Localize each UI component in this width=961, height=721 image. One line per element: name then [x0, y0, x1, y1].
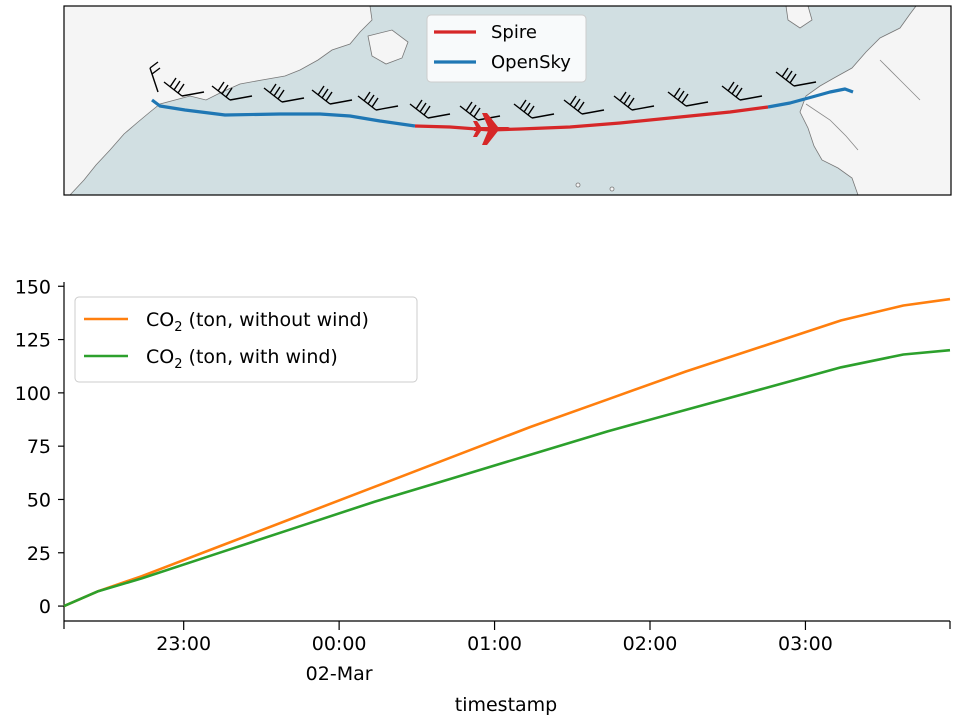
wind-barbs: [149, 61, 817, 121]
series-line-with-wind: [63, 348, 951, 608]
y-tick-label: 150: [15, 276, 51, 298]
x-tick-label: 02:00: [623, 633, 678, 655]
series-lines: [63, 297, 951, 608]
legend-label-spire: Spire: [491, 22, 537, 43]
x-tick-label: 00:00: [312, 633, 367, 655]
newfoundland-land: [367, 29, 409, 65]
y-tick-label: 75: [27, 436, 51, 458]
opensky-track-west: [151, 98, 416, 128]
legend-label-with-wind: CO2 (ton, with wind): [146, 346, 338, 372]
legend-label-without-wind: CO2 (ton, without wind): [146, 309, 369, 335]
series-line-without-wind: [63, 297, 951, 608]
spire-track: [414, 105, 769, 132]
map-panel: Spire OpenSky: [63, 5, 952, 196]
europe-land: [799, 6, 951, 195]
x-axis: 23:00 00:00 02-Mar 01:00 02:00 03:00: [63, 620, 951, 685]
wind-barb-icon: [149, 61, 161, 93]
y-axis: 0 25 50 75 100 125 150: [15, 276, 65, 621]
azores-island-2: [609, 186, 615, 192]
map-frame: [63, 5, 952, 196]
airplane-icon: [473, 113, 511, 145]
north-america-land: [64, 6, 373, 195]
opensky-track-east: [767, 87, 854, 109]
chart-legend-box: [74, 296, 418, 383]
x-tick-label: 03:00: [778, 633, 833, 655]
y-tick-label: 100: [15, 383, 51, 405]
co2-chart: 0 25 50 75 100 125 150 23:00 00:00 02-Mar 01:00 02…: [15, 276, 951, 716]
y-tick-label: 0: [39, 596, 51, 618]
y-tick-label: 125: [15, 330, 51, 352]
y-tick-label: 50: [27, 489, 51, 511]
y-tick-label: 25: [27, 543, 51, 565]
x-tick-sublabel: 02-Mar: [306, 663, 373, 685]
x-axis-label: timestamp: [455, 694, 558, 716]
x-tick-label: 01:00: [467, 633, 522, 655]
legend-label-opensky: OpenSky: [491, 52, 571, 73]
azores-island: [575, 182, 581, 188]
britain-land: [785, 6, 813, 29]
chart-legend: CO2 (ton, without wind) CO2 (ton, with w…: [74, 296, 418, 383]
x-tick-label: 23:00: [156, 633, 211, 655]
map-legend: Spire OpenSky: [426, 14, 587, 83]
map-land: [64, 6, 951, 195]
